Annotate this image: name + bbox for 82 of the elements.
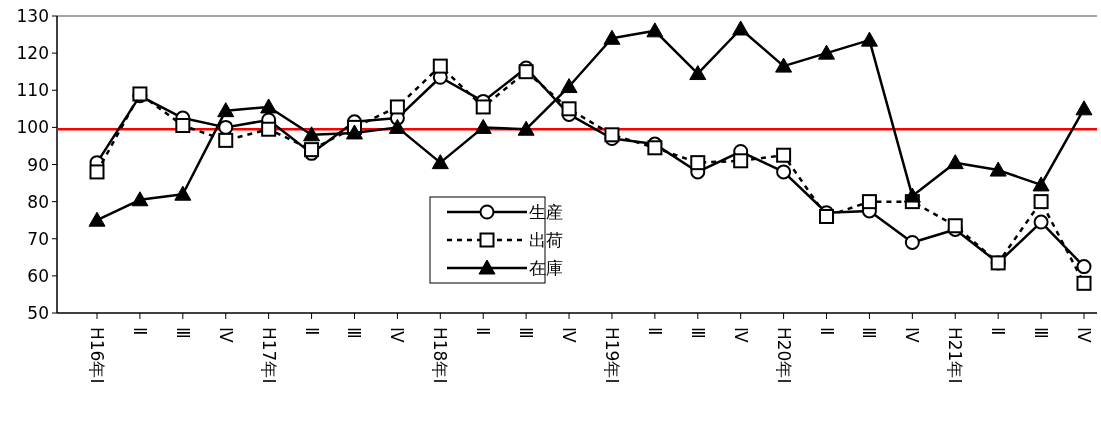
x-tick-label: Ⅲ bbox=[687, 327, 708, 339]
point bbox=[1076, 259, 1092, 275]
point bbox=[776, 147, 792, 163]
x-tick-label: Ⅳ bbox=[730, 327, 751, 343]
y-tick-label: 90 bbox=[27, 154, 49, 175]
y-tick-label: 130 bbox=[16, 6, 49, 26]
point bbox=[345, 124, 363, 140]
point bbox=[690, 155, 706, 171]
point bbox=[475, 99, 491, 115]
point bbox=[432, 58, 448, 74]
legend-label: 在庫 bbox=[529, 258, 563, 278]
point bbox=[732, 20, 750, 36]
point bbox=[431, 154, 449, 170]
point bbox=[174, 185, 192, 201]
point bbox=[261, 121, 277, 137]
point bbox=[560, 78, 578, 94]
x-tick-label: H19年Ⅰ bbox=[601, 327, 622, 384]
point bbox=[904, 234, 920, 250]
point bbox=[603, 29, 621, 45]
point bbox=[861, 194, 877, 210]
x-tick-label: H16年Ⅰ bbox=[87, 327, 107, 384]
x-tick-label: H17年Ⅰ bbox=[258, 327, 279, 384]
x-tick-label: H18年Ⅰ bbox=[430, 327, 451, 384]
point bbox=[946, 154, 964, 170]
x-tick-label: Ⅱ bbox=[301, 327, 322, 336]
y-tick-label: 50 bbox=[27, 303, 49, 323]
x-tick-label: Ⅲ bbox=[344, 327, 365, 339]
point bbox=[518, 64, 534, 80]
x-tick-label: Ⅱ bbox=[644, 327, 665, 336]
point bbox=[303, 126, 321, 142]
point bbox=[175, 118, 191, 134]
point bbox=[389, 99, 405, 115]
x-tick-label: Ⅱ bbox=[816, 327, 837, 336]
x-tick-label: Ⅳ bbox=[215, 327, 236, 343]
x-tick-label: Ⅳ bbox=[559, 327, 580, 343]
y-tick-label: 120 bbox=[16, 43, 49, 64]
point bbox=[88, 211, 106, 227]
point bbox=[260, 98, 278, 114]
point bbox=[775, 57, 793, 73]
point bbox=[1033, 214, 1049, 230]
x-tick-label: Ⅲ bbox=[516, 327, 537, 339]
point bbox=[1032, 176, 1050, 192]
x-tick-label: Ⅲ bbox=[172, 327, 193, 339]
x-tick-label: Ⅱ bbox=[988, 327, 1009, 336]
x-tick-label: Ⅳ bbox=[902, 327, 923, 343]
legend-label: 出荷 bbox=[529, 230, 563, 250]
point bbox=[989, 161, 1007, 177]
x-tick-label: Ⅳ bbox=[387, 327, 408, 343]
point bbox=[647, 140, 663, 156]
point bbox=[89, 164, 105, 180]
y-tick-label: 110 bbox=[16, 80, 49, 101]
y-tick-label: 80 bbox=[27, 191, 49, 212]
point bbox=[388, 118, 406, 134]
x-tick-label: Ⅱ bbox=[473, 327, 494, 336]
point bbox=[818, 44, 836, 60]
x-tick-label: Ⅲ bbox=[1031, 327, 1052, 339]
point bbox=[903, 187, 921, 203]
x-tick-label: H21年Ⅰ bbox=[945, 327, 966, 384]
point bbox=[561, 101, 577, 117]
point bbox=[217, 102, 235, 118]
point bbox=[131, 191, 149, 207]
point bbox=[733, 153, 749, 169]
point bbox=[218, 119, 234, 135]
x-tick-label: H20年Ⅰ bbox=[773, 327, 794, 384]
point bbox=[218, 132, 234, 148]
point bbox=[776, 164, 792, 180]
y-tick-label: 60 bbox=[27, 265, 49, 286]
x-tick-label: Ⅱ bbox=[129, 327, 150, 336]
point bbox=[1033, 194, 1049, 210]
point bbox=[689, 65, 707, 81]
y-tick-label: 100 bbox=[16, 117, 49, 138]
x-tick-label: Ⅲ bbox=[859, 327, 880, 339]
x-tick-label: Ⅳ bbox=[1074, 327, 1094, 343]
point bbox=[1076, 275, 1092, 291]
point bbox=[517, 120, 535, 136]
point bbox=[646, 22, 664, 38]
point bbox=[474, 118, 492, 134]
point bbox=[1075, 100, 1093, 116]
legend-label: 生産 bbox=[529, 202, 563, 222]
point bbox=[604, 127, 620, 143]
point bbox=[860, 31, 878, 47]
y-tick-label: 70 bbox=[27, 228, 49, 249]
